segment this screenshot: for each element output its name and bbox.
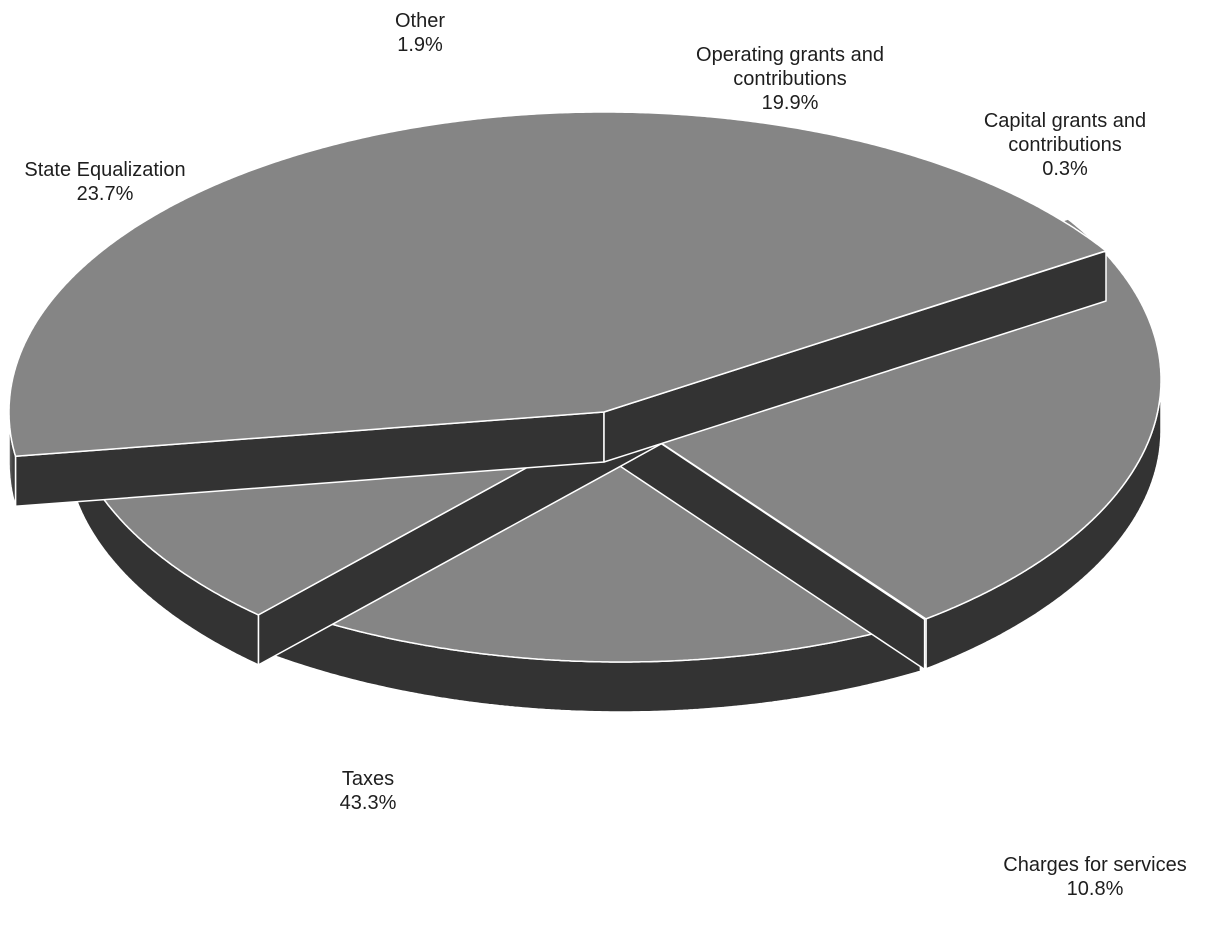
pie-slice-taxes xyxy=(8,111,1107,508)
slice-label-charges-for-services: Charges for services 10.8% xyxy=(1003,854,1187,900)
slice-label-other: Other 1.9% xyxy=(394,10,446,56)
slice-label-capital-grants: Capital grants and contributions 0.3% xyxy=(983,110,1147,180)
slice-label-state-equalization: State Equalization 23.7% xyxy=(24,159,186,205)
slice-label-operating-grants: Operating grants and contributions 19.9% xyxy=(696,44,884,114)
slice-label-taxes: Taxes 43.3% xyxy=(339,768,397,814)
